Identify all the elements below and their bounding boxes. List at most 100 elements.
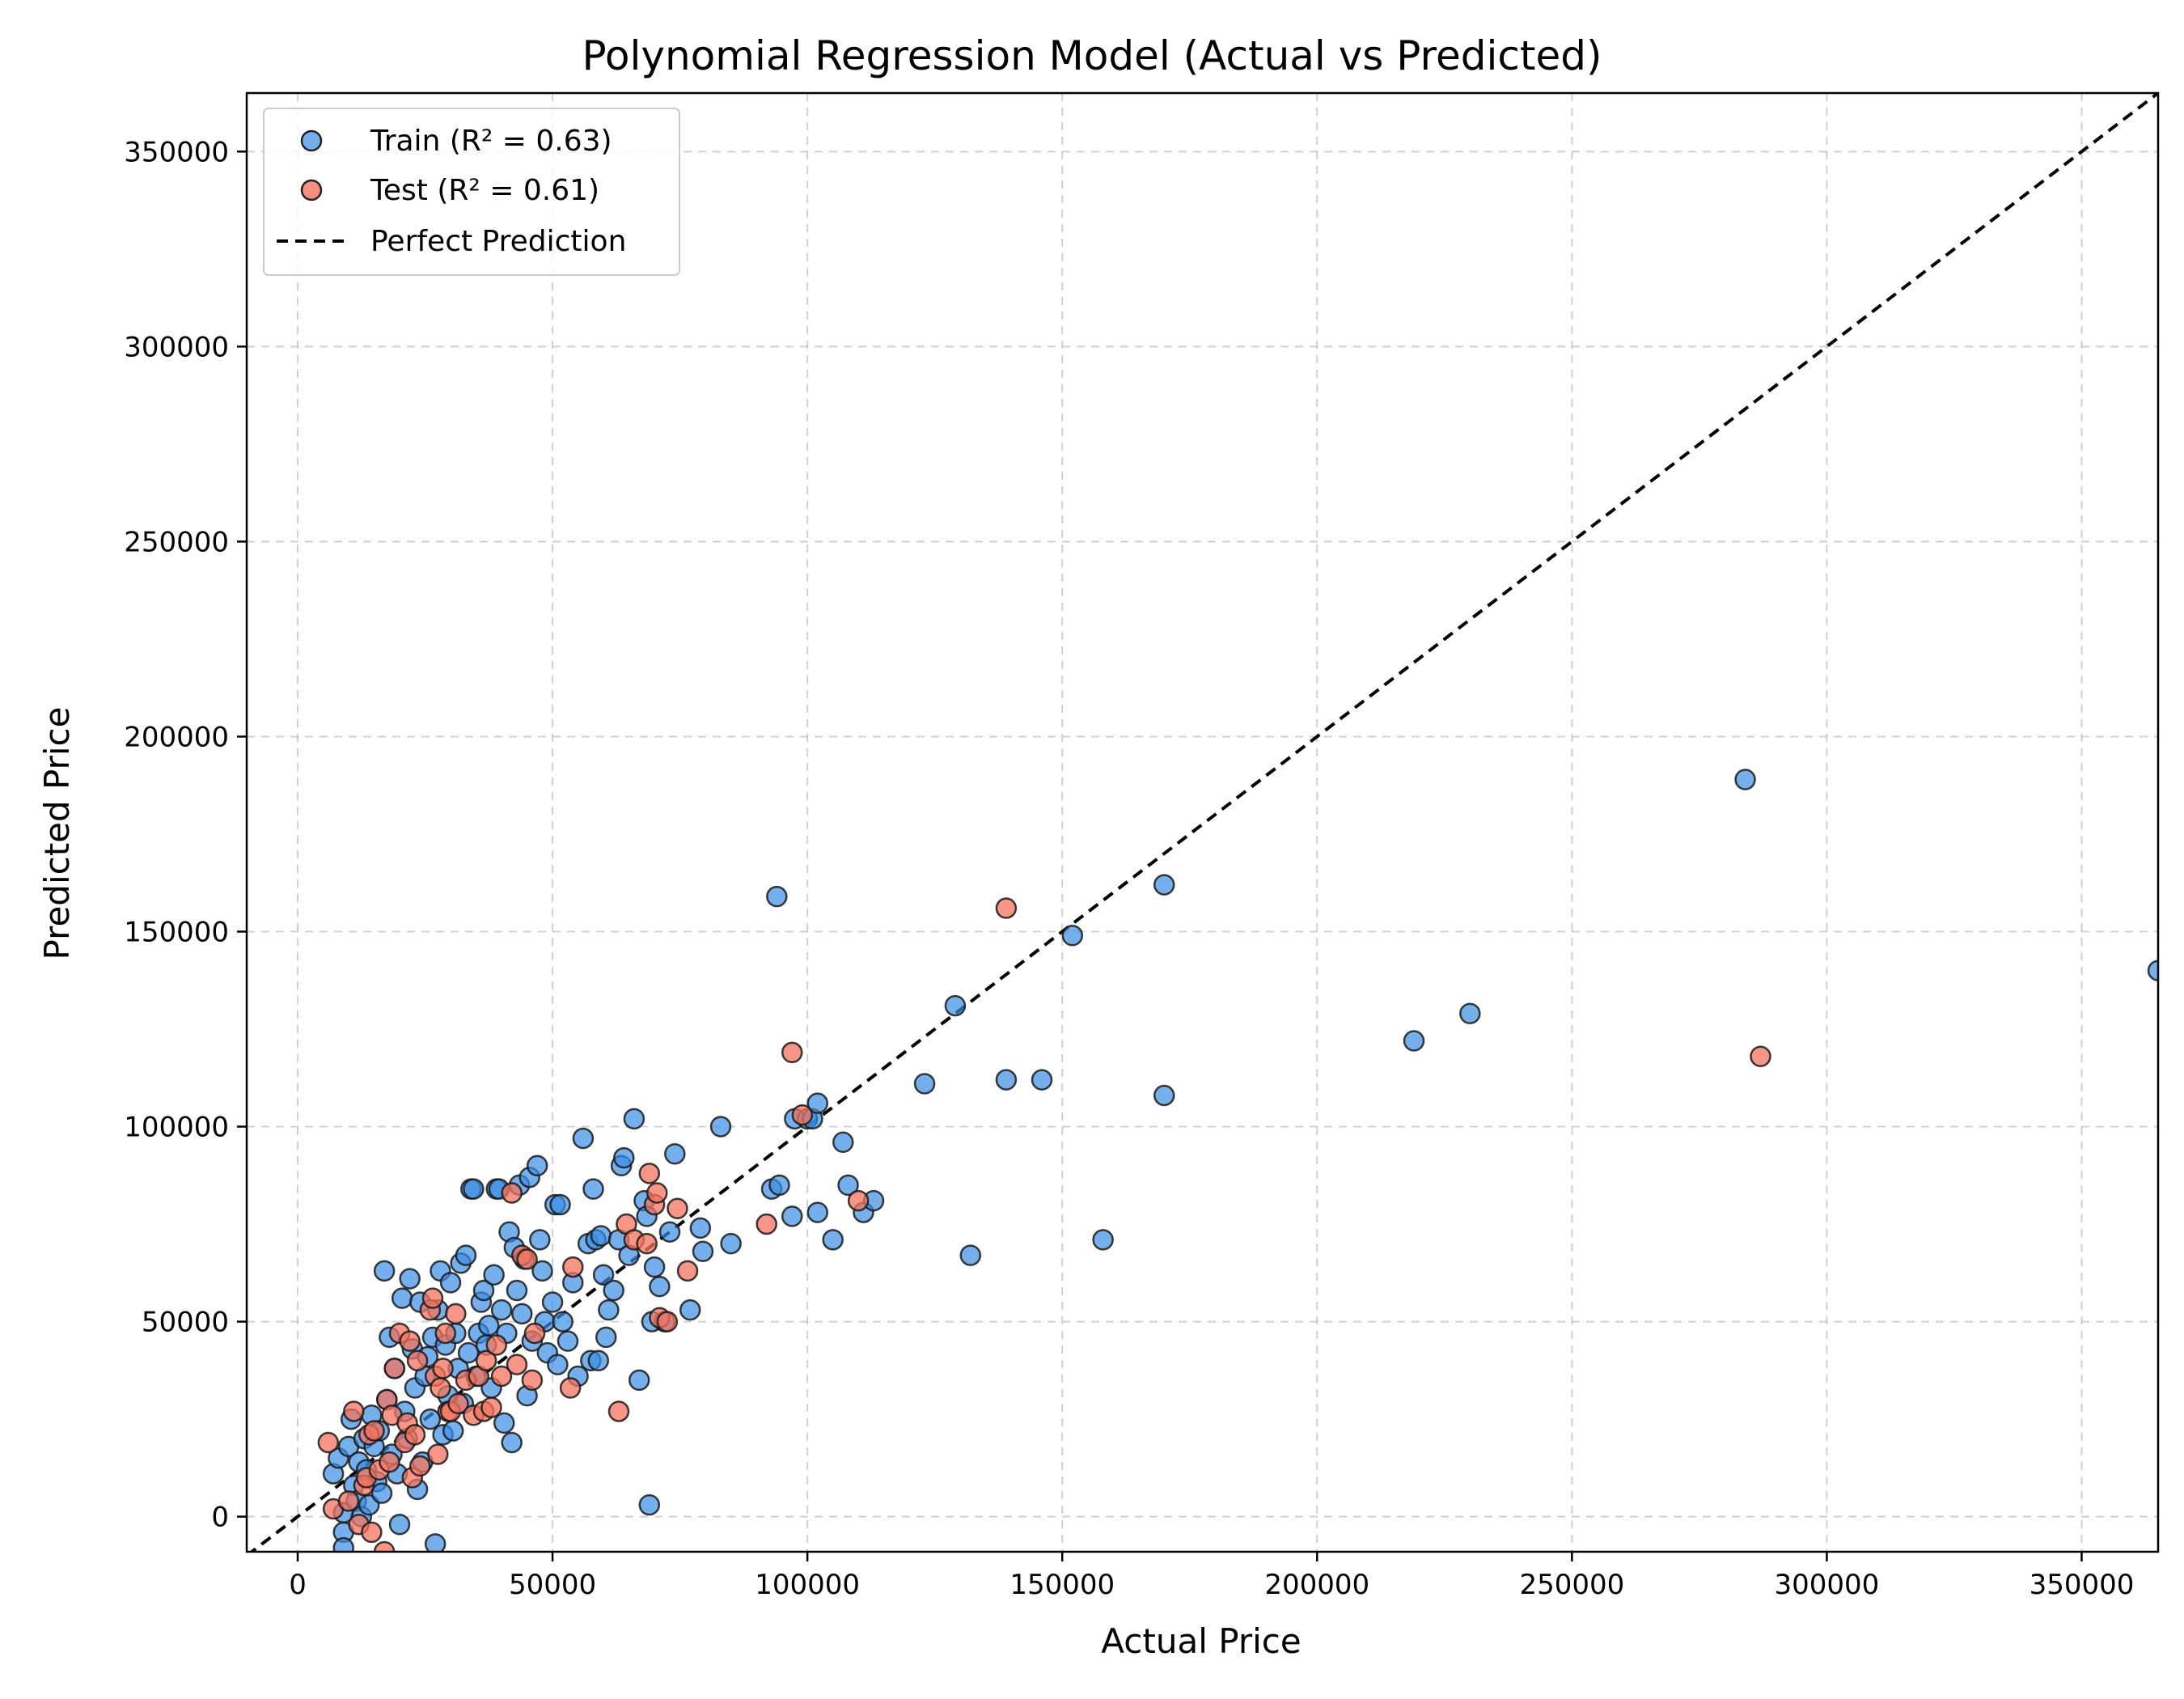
y-axis-ticks: 0 50000 100000 150000 200000 250000 300000 3500… bbox=[124, 136, 247, 1534]
train-point bbox=[557, 1330, 579, 1352]
train-point bbox=[806, 1092, 828, 1114]
train-point bbox=[806, 1201, 828, 1223]
x-tick-label: 50000 bbox=[509, 1569, 596, 1601]
x-tick-label: 300000 bbox=[1775, 1569, 1880, 1601]
train-point bbox=[638, 1494, 661, 1516]
test-point bbox=[406, 1349, 429, 1372]
x-tick-label: 0 bbox=[289, 1569, 307, 1601]
test-point bbox=[521, 1369, 544, 1392]
test-point bbox=[379, 1451, 400, 1473]
test-point bbox=[1750, 1045, 1771, 1068]
test-point bbox=[781, 1041, 803, 1064]
y-tick-label: 50000 bbox=[142, 1307, 229, 1339]
test-point bbox=[447, 1392, 469, 1415]
test-point bbox=[373, 1540, 396, 1552]
test-point bbox=[408, 1455, 431, 1477]
test-point bbox=[430, 1377, 451, 1399]
train-point bbox=[692, 1240, 714, 1263]
train-point bbox=[439, 1272, 462, 1294]
train-point bbox=[959, 1244, 982, 1266]
train-point bbox=[832, 1131, 854, 1154]
train-point bbox=[373, 1260, 396, 1282]
x-axis-title: Actual Price bbox=[1101, 1621, 1301, 1661]
test-point bbox=[523, 1322, 546, 1345]
train-point bbox=[463, 1178, 485, 1200]
train-point bbox=[1092, 1229, 1114, 1251]
x-tick-label: 200000 bbox=[1264, 1569, 1369, 1601]
test-point bbox=[607, 1400, 630, 1422]
y-axis-title: Predicted Price bbox=[37, 707, 77, 960]
train-point bbox=[689, 1217, 712, 1239]
test-point bbox=[475, 1349, 497, 1372]
x-axis-ticks: 0 50000 100000 150000 200000 250000 300000 3500… bbox=[289, 1552, 2134, 1601]
test-point bbox=[404, 1424, 426, 1446]
train-point bbox=[1153, 874, 1175, 896]
y-tick-label: 200000 bbox=[124, 721, 229, 753]
test-point bbox=[562, 1256, 584, 1278]
train-point bbox=[370, 1482, 393, 1504]
chart-title: Polynomial Regression Model (Actual vs P… bbox=[582, 32, 1602, 79]
train-point bbox=[552, 1311, 574, 1333]
train-point bbox=[511, 1303, 533, 1325]
legend-box bbox=[263, 108, 680, 276]
test-point bbox=[434, 1322, 457, 1345]
train-point bbox=[490, 1299, 513, 1321]
test-point bbox=[656, 1311, 679, 1333]
y-tick-label: 0 bbox=[211, 1502, 229, 1534]
x-tick-label: 350000 bbox=[2030, 1569, 2135, 1601]
test-point bbox=[363, 1420, 385, 1442]
test-point bbox=[506, 1354, 528, 1375]
test-point bbox=[485, 1334, 508, 1356]
y-tick-label: 350000 bbox=[124, 136, 229, 168]
train-point bbox=[455, 1244, 477, 1266]
test-point bbox=[383, 1358, 405, 1379]
train-point bbox=[822, 1229, 844, 1251]
test-series bbox=[317, 897, 1771, 1552]
test-point bbox=[791, 1104, 814, 1126]
train-point bbox=[1061, 925, 1084, 947]
train-point bbox=[679, 1299, 701, 1321]
train-point bbox=[399, 1268, 421, 1290]
train-point bbox=[643, 1256, 666, 1278]
train-point bbox=[501, 1431, 523, 1454]
train-point bbox=[913, 1073, 936, 1095]
test-point bbox=[638, 1163, 661, 1184]
y-tick-label: 250000 bbox=[124, 526, 229, 558]
train-point bbox=[531, 1260, 553, 1282]
train-point bbox=[720, 1232, 742, 1255]
test-point bbox=[343, 1400, 365, 1422]
test-point bbox=[516, 1248, 538, 1270]
test-point bbox=[421, 1287, 444, 1309]
train-point bbox=[547, 1354, 569, 1375]
test-point bbox=[432, 1358, 454, 1379]
x-tick-label: 100000 bbox=[755, 1569, 860, 1601]
test-point bbox=[427, 1443, 449, 1465]
test-point bbox=[646, 1182, 668, 1204]
train-point bbox=[1734, 769, 1756, 790]
test-point bbox=[399, 1330, 421, 1352]
train-point bbox=[603, 1279, 624, 1302]
test-point bbox=[361, 1521, 383, 1544]
test-point bbox=[559, 1377, 582, 1399]
legend: Train (R² = 0.63) Test (R² = 0.61) Perfe… bbox=[263, 108, 680, 276]
test-point bbox=[501, 1182, 523, 1204]
train-point bbox=[478, 1315, 500, 1337]
train-point bbox=[457, 1341, 480, 1364]
test-point bbox=[317, 1431, 340, 1454]
legend-train-marker bbox=[300, 129, 323, 152]
train-point bbox=[837, 1174, 859, 1197]
test-point bbox=[847, 1189, 870, 1212]
train-point bbox=[391, 1287, 413, 1309]
train-point bbox=[595, 1326, 617, 1349]
train-point bbox=[658, 1221, 681, 1243]
train-point bbox=[1403, 1030, 1425, 1052]
train-point bbox=[526, 1155, 548, 1176]
train-point bbox=[1031, 1069, 1053, 1091]
train-point bbox=[2147, 960, 2158, 981]
train-point bbox=[995, 1069, 1018, 1091]
train-point bbox=[592, 1264, 615, 1286]
test-point bbox=[337, 1490, 360, 1512]
train-point bbox=[442, 1420, 464, 1442]
